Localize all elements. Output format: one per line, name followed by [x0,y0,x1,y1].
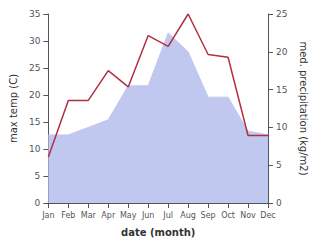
svg-text:med. precipitation (kg/m2): med. precipitation (kg/m2) [298,41,309,175]
svg-text:date (month): date (month) [121,227,195,238]
svg-text:25: 25 [29,63,40,73]
svg-text:0: 0 [276,198,282,208]
svg-text:30: 30 [29,36,41,46]
svg-text:20: 20 [29,90,41,100]
svg-text:15: 15 [276,85,287,95]
svg-text:Oct: Oct [221,211,235,220]
svg-text:15: 15 [29,117,40,127]
svg-text:Mar: Mar [81,211,97,220]
svg-text:20: 20 [276,47,288,57]
svg-text:Jul: Jul [162,211,173,220]
svg-text:10: 10 [276,122,288,132]
svg-text:Aug: Aug [180,211,196,220]
svg-text:Nov: Nov [240,211,256,220]
svg-text:25: 25 [276,9,287,19]
svg-text:Dec: Dec [260,211,275,220]
svg-text:Jun: Jun [141,211,155,220]
svg-text:max temp (C): max temp (C) [8,74,19,143]
svg-text:0: 0 [35,198,41,208]
svg-text:Jan: Jan [41,211,54,220]
svg-text:10: 10 [29,144,41,154]
svg-text:5: 5 [35,171,41,181]
svg-text:Apr: Apr [101,211,116,220]
svg-text:Sep: Sep [201,211,216,220]
svg-text:Feb: Feb [61,211,75,220]
svg-text:5: 5 [276,160,282,170]
svg-text:35: 35 [29,9,40,19]
svg-text:May: May [120,211,137,220]
